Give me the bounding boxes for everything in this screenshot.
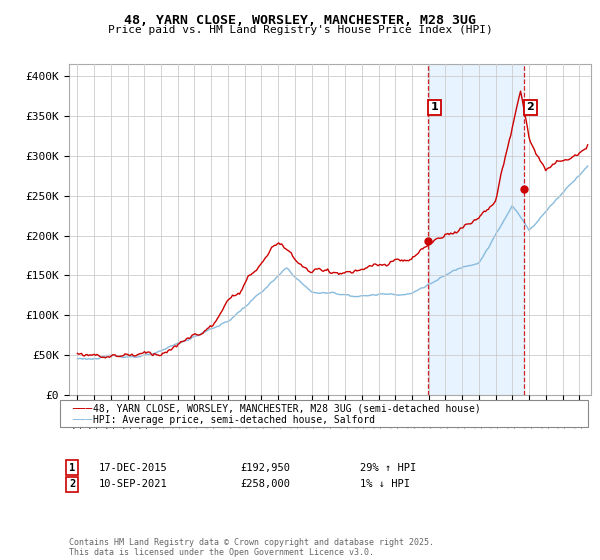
- Text: £258,000: £258,000: [240, 479, 290, 489]
- Text: 48, YARN CLOSE, WORSLEY, MANCHESTER, M28 3UG (semi-detached house): 48, YARN CLOSE, WORSLEY, MANCHESTER, M28…: [93, 404, 481, 414]
- Bar: [428, 64, 524, 395]
- Text: ───: ───: [72, 415, 99, 425]
- Text: 29% ↑ HPI: 29% ↑ HPI: [360, 463, 416, 473]
- Text: ───: ───: [72, 404, 99, 414]
- Text: 1: 1: [69, 463, 75, 473]
- Text: 48, YARN CLOSE, WORSLEY, MANCHESTER, M28 3UG: 48, YARN CLOSE, WORSLEY, MANCHESTER, M28…: [124, 14, 476, 27]
- Text: £192,950: £192,950: [240, 463, 290, 473]
- Text: Contains HM Land Registry data © Crown copyright and database right 2025.
This d: Contains HM Land Registry data © Crown c…: [69, 538, 434, 557]
- Text: HPI: Average price, semi-detached house, Salford: HPI: Average price, semi-detached house,…: [93, 415, 375, 425]
- Text: 2: 2: [69, 479, 75, 489]
- Text: ───: ───: [72, 415, 99, 425]
- Text: ───: ───: [72, 404, 99, 414]
- Text: 1: 1: [431, 102, 439, 113]
- Text: 48, YARN CLOSE, WORSLEY, MANCHESTER, M28 3UG (semi-detached house): 48, YARN CLOSE, WORSLEY, MANCHESTER, M28…: [93, 404, 481, 414]
- Text: 17-DEC-2015: 17-DEC-2015: [99, 463, 168, 473]
- Text: HPI: Average price, semi-detached house, Salford: HPI: Average price, semi-detached house,…: [93, 415, 375, 425]
- Text: 10-SEP-2021: 10-SEP-2021: [99, 479, 168, 489]
- Text: Price paid vs. HM Land Registry's House Price Index (HPI): Price paid vs. HM Land Registry's House …: [107, 25, 493, 35]
- Text: 1% ↓ HPI: 1% ↓ HPI: [360, 479, 410, 489]
- Text: 2: 2: [526, 102, 534, 113]
